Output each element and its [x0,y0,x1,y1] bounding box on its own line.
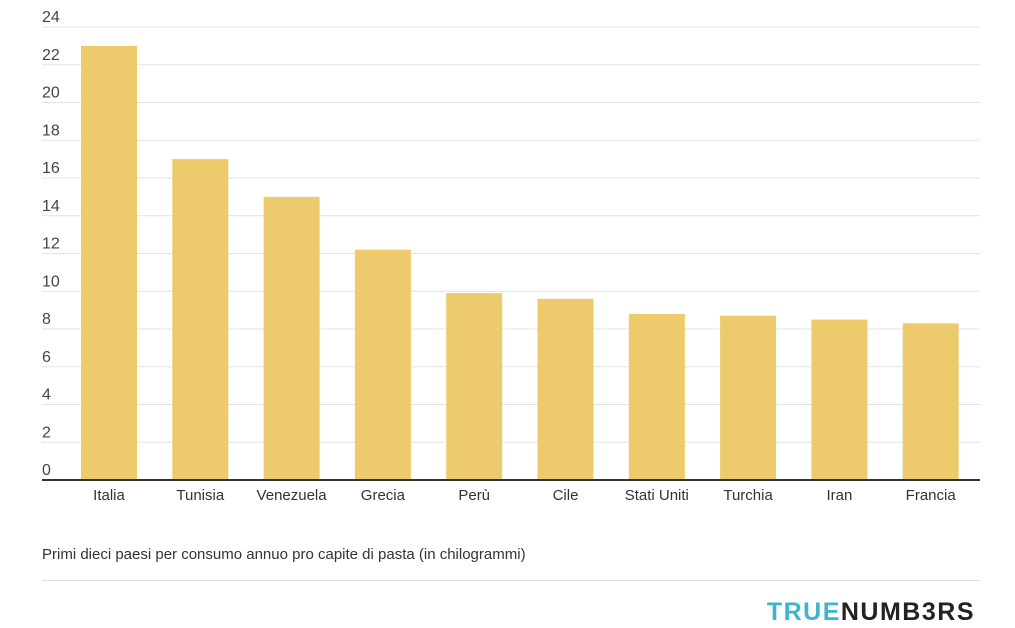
bar [446,293,503,480]
bar [81,45,137,480]
y-tick-label: 4 [42,387,51,404]
bar [537,298,594,480]
chart-caption: Primi dieci paesi per consumo annuo pro … [42,546,526,563]
x-tick-label: Perù [458,487,490,504]
y-tick-label: 14 [42,198,60,215]
x-tick-label: Italia [93,487,125,504]
y-tick-label: 22 [42,47,60,64]
bars [81,45,959,480]
y-tick-label: 6 [42,349,51,366]
bar [811,319,868,480]
bar [354,249,411,480]
caption-divider [42,580,980,581]
x-tick-label: Iran [826,487,852,504]
bar [902,323,959,480]
y-tick-label: 8 [42,311,51,328]
x-tick-label: Cile [553,487,579,504]
y-tick-label: 10 [42,273,60,290]
bar [172,159,229,480]
y-tick-label: 12 [42,236,60,253]
x-tick-label: Turchia [723,487,773,504]
bar [263,196,320,480]
x-tick-label: Tunisia [176,487,224,504]
y-tick-label: 2 [42,424,51,441]
brand-logo-part2: NUMB3RS [840,598,975,626]
x-tick-label: Francia [906,487,957,504]
y-tick-label: 20 [42,85,60,102]
y-tick-label: 0 [42,462,51,479]
y-tick-label: 18 [42,122,60,139]
y-tick-label: 16 [42,160,60,177]
y-tick-label: 24 [42,9,60,26]
x-tick-label: Grecia [361,487,406,504]
bar [628,313,685,480]
bar [720,315,777,480]
x-tick-label: Venezuela [257,487,328,504]
x-axis-labels: Italia Tunisia Venezuela Grecia Perù Cile Stat… [93,487,956,504]
x-tick-label: Stati Uniti [625,487,689,504]
brand-logo-part1: TRUE [766,598,841,626]
brand-logo: TRUENUMB3RS [767,600,975,625]
